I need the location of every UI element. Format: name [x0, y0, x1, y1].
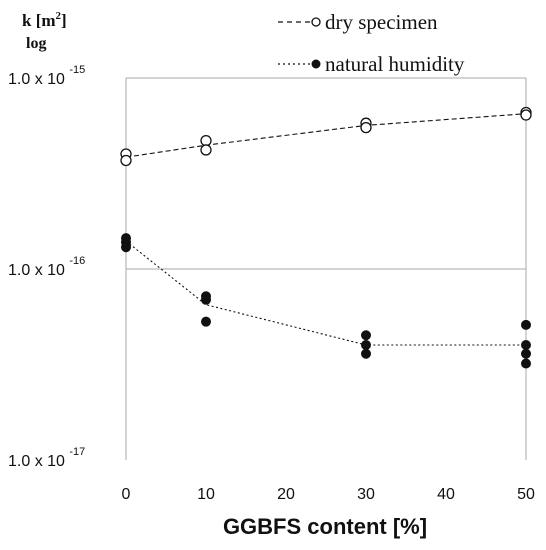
y-tick-exponent-2: -17 — [69, 446, 85, 458]
y-axis-title-close: ] — [61, 11, 67, 30]
y-tick-label-2: 1.0 x 10 -17 — [8, 446, 85, 470]
series-line-natural-humidity — [125, 240, 526, 346]
legend-marker-natural-humidity — [311, 59, 321, 69]
x-axis-title: GGBFS content [%] — [223, 514, 427, 539]
point-natural-humidity-10 — [521, 340, 531, 351]
point-dry-specimen-2 — [200, 134, 212, 147]
y-axis-title-sup: 2 — [56, 10, 62, 22]
series-line-dry-specimen — [125, 113, 527, 158]
legend-label-dry-specimen: dry specimen — [325, 10, 438, 34]
x-tick-label-10: 10 — [197, 486, 215, 503]
y-axis-scale-note: log — [26, 35, 46, 52]
x-tick-label-0: 0 — [122, 486, 131, 503]
y-tick-labels: 1.0 x 10 -151.0 x 10 -161.0 x 10 -17 — [8, 64, 85, 470]
y-tick-exponent-1: -16 — [69, 255, 85, 267]
y-tick-base-2: 1.0 x 10 — [8, 453, 69, 470]
point-natural-humidity-4 — [201, 294, 211, 305]
point-natural-humidity-2 — [121, 242, 131, 253]
x-tick-labels: 0 10 20 30 40 50 — [122, 486, 535, 503]
point-natural-humidity-12 — [521, 358, 531, 369]
point-natural-humidity-7 — [361, 340, 371, 351]
point-dry-specimen-5 — [360, 121, 372, 134]
y-axis-title: k [m2] — [22, 10, 67, 30]
plot-gridlines — [126, 77, 526, 270]
y-axis-title-main: k [m — [22, 11, 56, 30]
legend: dry specimen natural humidity — [278, 10, 465, 76]
x-tick-label-20: 20 — [277, 486, 295, 503]
plot-axes — [125, 78, 527, 460]
legend-label-natural-humidity: natural humidity — [325, 52, 465, 76]
point-natural-humidity-5 — [201, 316, 211, 327]
point-natural-humidity-6 — [361, 330, 371, 341]
y-tick-label-1: 1.0 x 10 -16 — [8, 255, 85, 279]
point-dry-specimen-1 — [120, 154, 132, 167]
x-tick-label-40: 40 — [437, 486, 455, 503]
y-tick-base-0: 1.0 x 10 — [8, 71, 69, 88]
point-natural-humidity-8 — [361, 348, 371, 359]
point-dry-specimen-7 — [520, 109, 532, 121]
x-tick-label-50: 50 — [517, 486, 535, 503]
series-markers — [120, 106, 532, 369]
series-trend-lines — [125, 113, 527, 346]
y-tick-exponent-0: -15 — [69, 64, 85, 76]
x-tick-label-30: 30 — [357, 486, 375, 503]
point-natural-humidity-11 — [521, 348, 531, 359]
legend-marker-dry-specimen — [311, 17, 321, 27]
y-tick-label-0: 1.0 x 10 -15 — [8, 64, 85, 88]
point-natural-humidity-9 — [521, 319, 531, 330]
point-dry-specimen-3 — [200, 144, 212, 156]
y-tick-base-1: 1.0 x 10 — [8, 262, 69, 279]
